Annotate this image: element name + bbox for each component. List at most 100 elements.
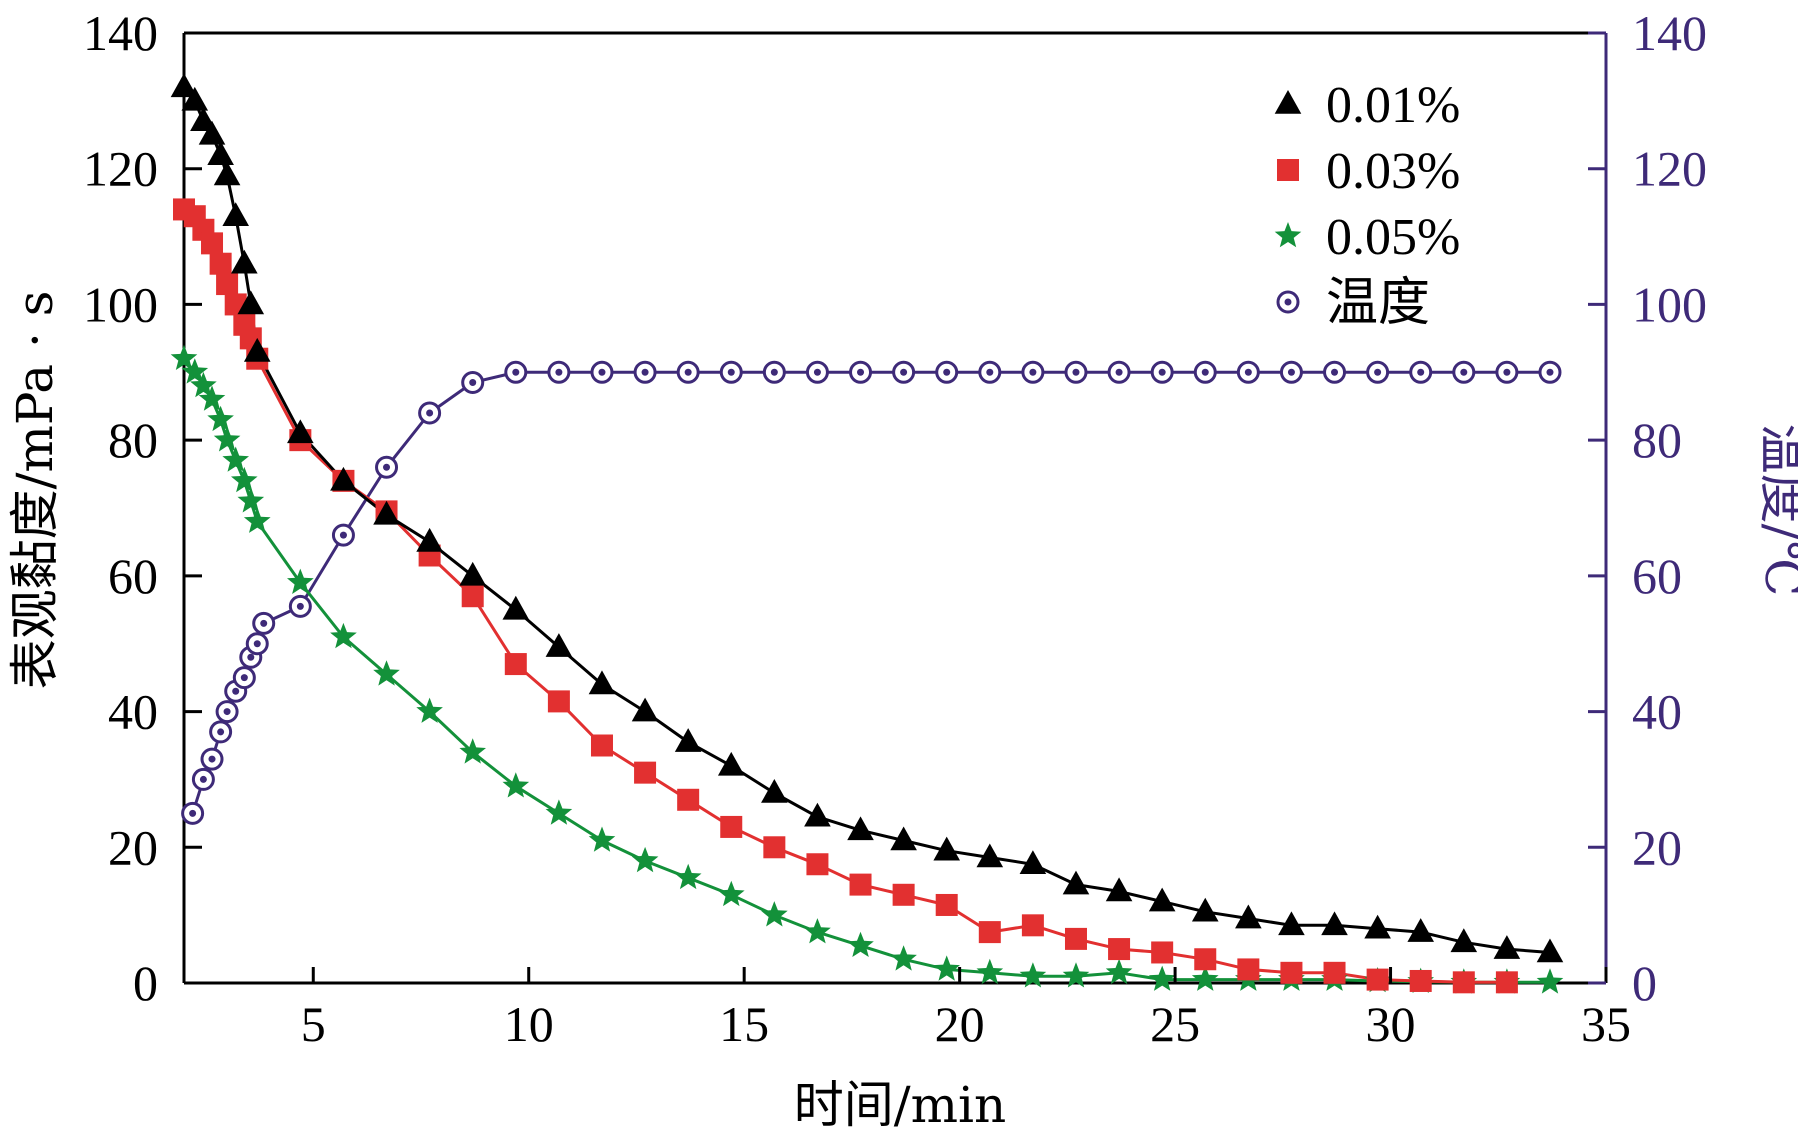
data-point <box>504 653 527 676</box>
data-point <box>890 826 917 851</box>
data-point <box>720 815 743 838</box>
data-point <box>207 141 234 165</box>
data-point <box>1150 360 1174 384</box>
y-right-tick-label: 20 <box>1632 819 1682 875</box>
data-point <box>1105 958 1133 985</box>
data-point <box>245 632 269 656</box>
data-point <box>978 360 1002 384</box>
legend-label: 0.05% <box>1326 209 1460 266</box>
data-point <box>590 360 614 384</box>
data-point <box>330 466 357 491</box>
data-point <box>976 958 1004 985</box>
data-point <box>1536 968 1564 994</box>
data-point <box>676 360 700 384</box>
data-point <box>1237 958 1260 981</box>
data-point <box>170 344 198 370</box>
data-point <box>231 466 258 493</box>
data-point <box>461 370 485 394</box>
data-point <box>207 405 234 432</box>
data-point <box>545 799 573 825</box>
data-point <box>459 738 486 764</box>
data-point <box>1323 961 1346 984</box>
y-right-tick-label: 60 <box>1632 548 1682 604</box>
data-point <box>231 249 258 274</box>
data-point <box>243 337 271 362</box>
data-point <box>209 720 233 744</box>
data-point <box>892 883 915 906</box>
axis-ticks: 5 10 15 20 25 30 35020406080100120140020406080… <box>83 5 1707 1052</box>
data-point <box>198 120 226 145</box>
data-point <box>1151 941 1174 964</box>
data-point <box>416 527 443 552</box>
data-point <box>287 568 314 594</box>
data-point <box>1493 935 1521 959</box>
data-point <box>191 767 215 791</box>
data-point <box>1019 962 1047 988</box>
y-left-tick-label: 0 <box>133 955 158 1011</box>
series-line-2 <box>183 208 1507 984</box>
y-right-tick-label: 120 <box>1632 141 1707 197</box>
data-point <box>252 611 276 635</box>
data-point <box>890 945 917 971</box>
y-left-tick-label: 140 <box>83 5 158 61</box>
data-point <box>677 788 700 811</box>
y-left-tick-label: 100 <box>83 276 158 332</box>
data-point <box>547 690 570 713</box>
data-point <box>222 202 250 227</box>
data-point <box>976 843 1004 868</box>
series-line-1 <box>182 86 1551 954</box>
y-axis-title-right: 温度/℃ <box>1754 424 1798 597</box>
data-point <box>1495 360 1519 384</box>
legend-marker <box>1277 159 1299 181</box>
data-point <box>804 802 831 827</box>
data-point <box>717 880 745 907</box>
data-point <box>892 360 916 384</box>
data-point <box>849 360 873 384</box>
data-point <box>1062 962 1090 988</box>
data-point <box>170 73 198 98</box>
data-point <box>762 360 786 384</box>
data-point <box>545 633 573 657</box>
data-point <box>847 931 874 957</box>
y-right-tick-label: 0 <box>1632 955 1657 1011</box>
data-point <box>1064 927 1087 950</box>
data-point <box>1021 914 1044 937</box>
data-point <box>222 446 249 472</box>
data-point <box>1021 360 1045 384</box>
data-point <box>1364 914 1391 939</box>
data-point <box>209 252 232 275</box>
data-point <box>1280 961 1303 984</box>
data-point <box>416 697 443 723</box>
data-point <box>216 273 239 296</box>
y-axis-title-left: 表观黏度/mPa · s <box>6 291 64 690</box>
data-point <box>761 901 788 927</box>
data-point <box>763 836 786 859</box>
data-point <box>215 700 239 724</box>
data-point <box>243 507 271 533</box>
data-point <box>631 697 659 722</box>
data-point <box>1108 938 1131 961</box>
data-point <box>1452 360 1476 384</box>
data-point <box>288 594 312 618</box>
y-right-tick-label: 100 <box>1632 276 1707 332</box>
data-point <box>373 660 400 686</box>
y-right-tick-label: 40 <box>1632 684 1682 740</box>
x-tick-label: 10 <box>504 996 554 1052</box>
data-point <box>1019 850 1047 875</box>
data-point <box>181 86 209 111</box>
y-left-tick-label: 120 <box>83 141 158 197</box>
data-point <box>1536 938 1564 963</box>
data-point <box>674 863 702 890</box>
data-point <box>201 232 224 255</box>
data-point <box>375 455 399 479</box>
data-point <box>1409 360 1433 384</box>
legend-marker <box>1274 222 1302 248</box>
data-point <box>459 561 487 586</box>
data-point <box>633 360 657 384</box>
legend-label: 0.01% <box>1326 77 1460 134</box>
data-point <box>190 371 217 398</box>
data-point <box>847 816 874 841</box>
data-point <box>547 360 571 384</box>
data-point <box>1452 971 1475 994</box>
